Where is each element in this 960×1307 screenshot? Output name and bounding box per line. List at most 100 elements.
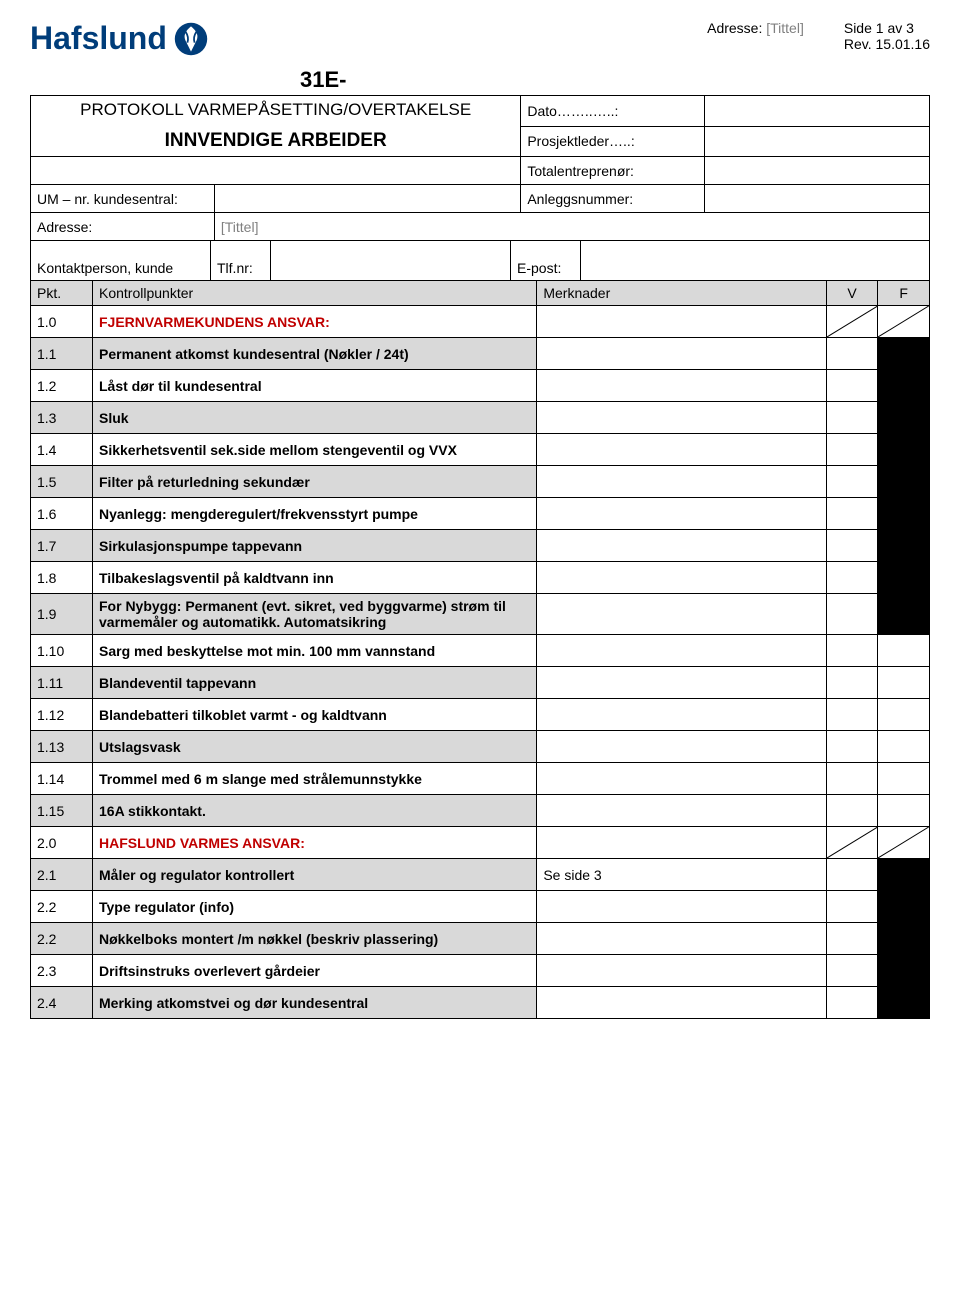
dato-value[interactable] bbox=[705, 96, 930, 127]
row-merknader[interactable] bbox=[537, 434, 826, 466]
prosjektleder-label: Prosjektleder…..: bbox=[521, 126, 705, 157]
row-text: Sikkerhetsventil sek.side mellom stengev… bbox=[93, 434, 537, 466]
row-f-diag bbox=[878, 827, 930, 859]
logo-text: Hafslund bbox=[30, 20, 167, 57]
logo-swirl-icon bbox=[173, 21, 209, 57]
prosjektleder-value[interactable] bbox=[705, 126, 930, 157]
row-v[interactable] bbox=[826, 562, 878, 594]
header-right: Adresse: [Tittel] Side 1 av 3 Rev. 15.01… bbox=[707, 20, 930, 52]
row-merknader[interactable] bbox=[537, 827, 826, 859]
row-text: Type regulator (info) bbox=[93, 891, 537, 923]
row-merknader[interactable] bbox=[537, 530, 826, 562]
totalentreprenor-value[interactable] bbox=[705, 157, 930, 185]
row-merknader[interactable] bbox=[537, 699, 826, 731]
row-merknader[interactable] bbox=[537, 795, 826, 827]
row-v[interactable] bbox=[826, 795, 878, 827]
row-f-blocked bbox=[878, 891, 930, 923]
row-v[interactable] bbox=[826, 466, 878, 498]
table-row: 1.0FJERNVARMEKUNDENS ANSVAR: bbox=[31, 306, 930, 338]
row-v[interactable] bbox=[826, 338, 878, 370]
row-pkt: 1.8 bbox=[31, 562, 93, 594]
row-f[interactable] bbox=[878, 699, 930, 731]
adresse-form-value[interactable]: [Tittel] bbox=[214, 213, 929, 241]
dato-label: Dato……..…..: bbox=[521, 96, 705, 127]
row-text: Utslagsvask bbox=[93, 731, 537, 763]
row-pkt: 2.1 bbox=[31, 859, 93, 891]
row-f-blocked bbox=[878, 466, 930, 498]
row-pkt: 1.15 bbox=[31, 795, 93, 827]
row-text: Tilbakeslagsventil på kaldtvann inn bbox=[93, 562, 537, 594]
table-row: 2.0HAFSLUND VARMES ANSVAR: bbox=[31, 827, 930, 859]
epost-value[interactable] bbox=[581, 241, 930, 281]
row-merknader[interactable] bbox=[537, 635, 826, 667]
um-nr-label: UM – nr. kundesentral: bbox=[31, 185, 215, 213]
row-pkt: 1.3 bbox=[31, 402, 93, 434]
row-merknader[interactable] bbox=[537, 667, 826, 699]
row-v[interactable] bbox=[826, 699, 878, 731]
row-v[interactable] bbox=[826, 987, 878, 1019]
row-f-blocked bbox=[878, 370, 930, 402]
row-v[interactable] bbox=[826, 530, 878, 562]
row-text: Måler og regulator kontrollert bbox=[93, 859, 537, 891]
row-f[interactable] bbox=[878, 731, 930, 763]
row-v[interactable] bbox=[826, 923, 878, 955]
row-f[interactable] bbox=[878, 667, 930, 699]
row-text: FJERNVARMEKUNDENS ANSVAR: bbox=[93, 306, 537, 338]
col-header-kontrollpunkter: Kontrollpunkter bbox=[93, 281, 537, 306]
row-pkt: 1.11 bbox=[31, 667, 93, 699]
row-pkt: 2.0 bbox=[31, 827, 93, 859]
row-merknader[interactable] bbox=[537, 466, 826, 498]
row-merknader[interactable] bbox=[537, 987, 826, 1019]
row-merknader[interactable] bbox=[537, 955, 826, 987]
row-merknader[interactable] bbox=[537, 338, 826, 370]
table-row: 2.2Nøkkelboks montert /m nøkkel (beskriv… bbox=[31, 923, 930, 955]
table-row: 2.3Driftsinstruks overlevert gårdeier bbox=[31, 955, 930, 987]
row-merknader[interactable] bbox=[537, 763, 826, 795]
table-row: 1.1516A stikkontakt. bbox=[31, 795, 930, 827]
row-pkt: 1.6 bbox=[31, 498, 93, 530]
row-v[interactable] bbox=[826, 434, 878, 466]
row-v[interactable] bbox=[826, 859, 878, 891]
row-text: Filter på returledning sekundær bbox=[93, 466, 537, 498]
row-v[interactable] bbox=[826, 594, 878, 635]
anleggsnummer-value[interactable] bbox=[705, 185, 930, 213]
row-v[interactable] bbox=[826, 498, 878, 530]
row-text: 16A stikkontakt. bbox=[93, 795, 537, 827]
row-merknader[interactable] bbox=[537, 891, 826, 923]
tlfnr-value[interactable] bbox=[271, 241, 511, 281]
row-v-diag bbox=[826, 827, 878, 859]
row-v[interactable] bbox=[826, 763, 878, 795]
row-pkt: 1.4 bbox=[31, 434, 93, 466]
row-merknader[interactable] bbox=[537, 306, 826, 338]
row-merknader[interactable] bbox=[537, 731, 826, 763]
row-merknader[interactable] bbox=[537, 370, 826, 402]
row-v[interactable] bbox=[826, 402, 878, 434]
row-v[interactable] bbox=[826, 667, 878, 699]
form-number: 31E- bbox=[300, 67, 930, 93]
adresse-form-label: Adresse: bbox=[31, 213, 215, 241]
row-v[interactable] bbox=[826, 955, 878, 987]
row-merknader[interactable] bbox=[537, 923, 826, 955]
kontaktperson-label: Kontaktperson, kunde bbox=[31, 241, 211, 281]
row-f[interactable] bbox=[878, 795, 930, 827]
row-v[interactable] bbox=[826, 370, 878, 402]
epost-label: E-post: bbox=[511, 241, 581, 281]
row-v[interactable] bbox=[826, 731, 878, 763]
row-merknader[interactable] bbox=[537, 498, 826, 530]
row-merknader[interactable] bbox=[537, 562, 826, 594]
um-nr-value[interactable] bbox=[214, 185, 520, 213]
row-text: Blandeventil tappevann bbox=[93, 667, 537, 699]
row-text: Blandebatteri tilkoblet varmt - og kaldt… bbox=[93, 699, 537, 731]
row-merknader[interactable] bbox=[537, 402, 826, 434]
totalentreprenor-label: Totalentreprenør: bbox=[521, 157, 705, 185]
row-f[interactable] bbox=[878, 635, 930, 667]
table-row: 1.10Sarg med beskyttelse mot min. 100 mm… bbox=[31, 635, 930, 667]
row-merknader[interactable]: Se side 3 bbox=[537, 859, 826, 891]
row-merknader[interactable] bbox=[537, 594, 826, 635]
row-f[interactable] bbox=[878, 763, 930, 795]
row-v[interactable] bbox=[826, 891, 878, 923]
row-pkt: 1.0 bbox=[31, 306, 93, 338]
row-v[interactable] bbox=[826, 635, 878, 667]
row-f-blocked bbox=[878, 594, 930, 635]
table-row: 1.9For Nybygg: Permanent (evt. sikret, v… bbox=[31, 594, 930, 635]
